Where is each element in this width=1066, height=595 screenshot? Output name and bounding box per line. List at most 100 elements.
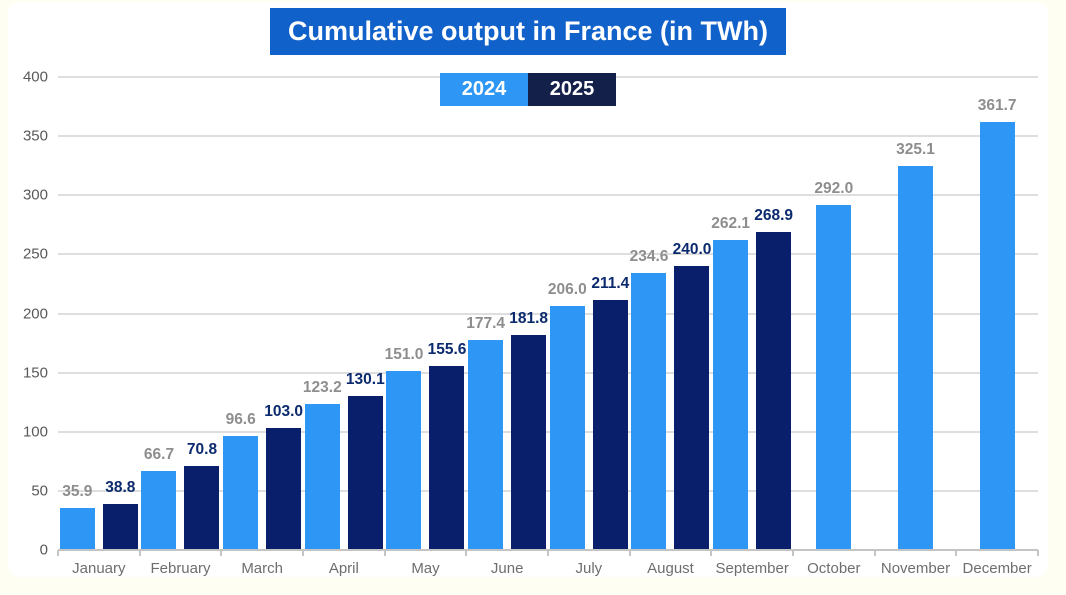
bar-2024-may: 151.0 [385,346,423,550]
value-label-2024-august: 234.6 [629,247,669,265]
y-axis-tick-label: 400 [22,68,48,86]
value-label-2024-march: 96.6 [225,410,256,428]
x-axis-tick [57,550,59,556]
bar-2025-july: 211.4 [591,275,629,550]
bar-2025-april: 130.1 [346,371,385,550]
bar-2025-may: 155.6 [428,341,466,550]
value-label-2024-july: 206.0 [547,281,587,299]
y-axis-tick-label: 50 [31,482,48,500]
bar-2025-march: 103.0 [264,403,303,550]
bar-2025-september: 268.9 [754,207,793,550]
gridline-50 [58,489,1038,492]
bar-2024-january: 35.9 [59,483,95,550]
gridline-0 [58,549,1038,551]
bar-group-june: 177.4 181.8 June [466,77,548,577]
bar-group-december: 361.7 December [956,77,1038,577]
value-label-2024-june: 177.4 [466,315,506,333]
bar-group-july: 206.0 211.4 July [548,77,630,577]
bar-2025-january: 38.8 [102,479,138,550]
y-axis-tick-label: 100 [22,423,48,441]
bar-2024-september: 262.1 [711,215,750,550]
bar-group-april: 123.2 130.1 April [303,77,385,577]
gridline-100 [58,430,1038,433]
x-axis-label-june: June [490,560,524,577]
x-axis-label-january: January [72,560,126,577]
bar-2024-november: 325.1 [896,141,935,550]
x-axis-label-september: September [715,560,789,577]
x-axis-tick [792,550,794,556]
x-axis-tick [547,550,549,556]
bar-group-march: 96.6 103.0 March [221,77,303,577]
bar-2024-july: 206.0 [548,281,587,550]
value-label-2024-april: 123.2 [302,379,342,397]
chart-title: Cumulative output in France (in TWh) [270,8,786,55]
y-axis-tick-label: 150 [22,364,48,382]
x-axis-tick [465,550,468,556]
x-axis-tick [1037,550,1039,556]
y-axis-tick-label: 250 [22,245,48,263]
bar-2025-june: 181.8 [509,310,548,550]
x-axis-tick [710,550,713,556]
bar-2024-october: 292.0 [814,180,853,550]
value-label-2024-january: 35.9 [62,482,93,500]
value-label-2025-june: 181.8 [509,310,549,328]
x-axis-label-july: July [575,560,603,577]
bar-2024-april: 123.2 [303,379,342,550]
value-label-2025-february: 70.8 [186,441,218,459]
bar-group-november: 325.1 November [875,77,957,577]
x-axis-label-december: December [962,560,1032,577]
value-label-2025-august: 240.0 [672,241,712,259]
value-label-2025-march: 103.0 [264,403,304,421]
value-label-2024-may: 151.0 [384,346,424,364]
y-axis-tick-label: 300 [22,186,48,204]
value-label-2024-november: 325.1 [896,140,935,158]
gridline-300 [58,194,1038,197]
gridline-150 [58,371,1038,374]
chart-card: Cumulative output in France (in TWh) 202… [8,2,1048,577]
legend: 2024 2025 [440,73,616,106]
x-axis-tick [302,550,304,556]
value-label-2024-december: 361.7 [977,97,1017,115]
value-label-2024-february: 66.7 [143,446,175,464]
gridline-350 [58,135,1038,138]
x-axis-tick [383,550,386,556]
bar-2024-march: 96.6 [223,411,259,550]
legend-item-2025[interactable]: 2025 [528,73,616,106]
value-label-2025-april: 130.1 [345,371,385,389]
value-label-2024-october: 292.0 [814,179,854,197]
bar-2025-february: 70.8 [184,441,220,550]
value-label-2025-july: 211.4 [591,275,630,293]
bar-2025-august: 240.0 [673,241,711,550]
bar-group-september: 262.1 268.9 September [711,77,793,577]
x-axis-tick [220,550,223,556]
value-label-2025-may: 155.6 [427,341,467,359]
y-axis-tick-label: 0 [39,541,48,559]
x-axis-tick [138,550,141,556]
bar-group-february: 66.7 70.8 February [140,77,222,577]
x-axis-label-october: October [807,560,861,577]
gridline-250 [58,253,1038,256]
value-label-2024-september: 262.1 [711,215,751,233]
bar-2024-february: 66.7 [141,446,177,550]
bar-group-may: 151.0 155.6 May [385,77,467,577]
x-axis-label-april: April [328,560,359,577]
x-axis-label-may: May [411,560,440,577]
bar-group-january: 35.9 38.8 January [58,77,140,577]
x-axis-tick [873,550,876,556]
legend-item-2024[interactable]: 2024 [440,73,528,106]
y-axis-tick-label: 350 [22,127,48,145]
x-axis-label-august: August [647,560,694,577]
x-axis-label-november: November [880,560,951,577]
value-label-2025-september: 268.9 [754,207,794,225]
bar-2024-august: 234.6 [630,248,668,550]
plot-area: 0 50 100 150 200 250 300 350 400 35.9 38.8 January 6… [23,69,1039,577]
bar-2024-june: 177.4 [466,315,505,550]
x-axis-tick [628,550,631,556]
bar-group-october: 292.0 October [793,77,875,577]
x-axis-label-february: February [150,560,211,577]
gridline-200 [58,312,1038,315]
bar-group-august: 234.6 240.0 August [630,77,712,577]
y-axis-tick-label: 200 [22,305,48,322]
value-label-2025-january: 38.8 [105,479,136,497]
x-axis-tick [955,550,958,556]
